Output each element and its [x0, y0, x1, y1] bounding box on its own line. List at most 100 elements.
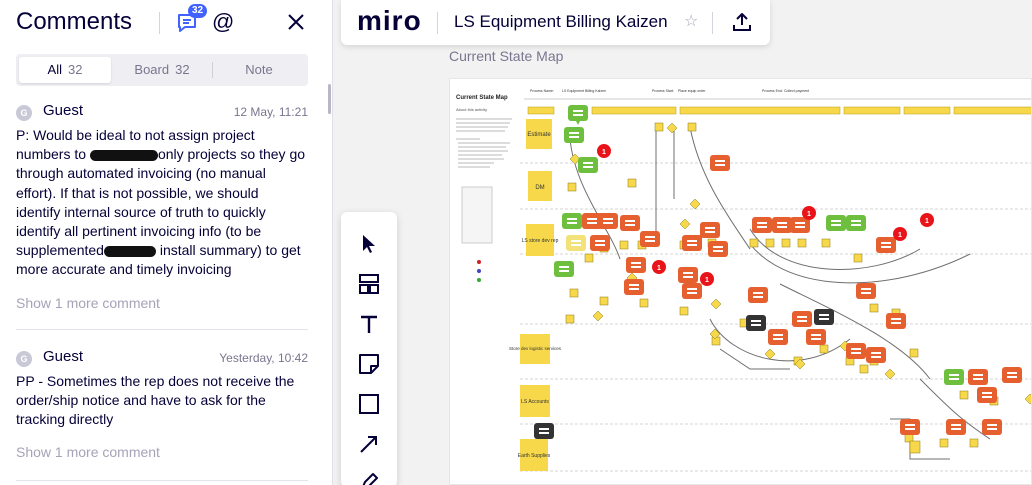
comment-marker-orange[interactable] [598, 213, 618, 229]
lane-labels: Estimate DM LS store dev rep Store dev l… [509, 119, 562, 471]
comment-marker-green[interactable] [564, 127, 584, 143]
comment-marker-orange[interactable] [790, 217, 810, 233]
show-more-comments-link[interactable]: Show 1 more comment [16, 295, 160, 311]
comment-marker-orange[interactable] [682, 283, 702, 299]
comments-panel: Comments 32 @ All 32 Board 32 Note G Guest… [0, 0, 333, 485]
mentions-icon[interactable]: @ [212, 9, 235, 34]
comment-marker-dark[interactable] [534, 423, 554, 439]
comment-marker-green[interactable] [568, 105, 588, 125]
comment-marker-orange[interactable] [708, 241, 728, 257]
badge-circle [700, 272, 714, 286]
comment-marker-yellow[interactable] [566, 235, 586, 251]
sticky-note-icon[interactable] [357, 352, 381, 376]
legend-dot-green [477, 278, 481, 282]
show-more-comments-link[interactable]: Show 1 more comment [16, 444, 160, 460]
comment-marker-green[interactable] [562, 213, 582, 229]
connector-icon[interactable] [357, 432, 381, 456]
comment-marker-orange[interactable] [640, 231, 660, 247]
comment-marker-orange[interactable] [626, 257, 646, 273]
comment-marker-orange[interactable] [620, 215, 640, 231]
map-mini-card [461, 186, 493, 244]
comment-thread[interactable]: G Guest 12 May, 11:21 P: Would be ideal … [16, 102, 308, 320]
comment-count-badges[interactable]: 1 1 1 1 1 1 [597, 144, 934, 286]
comment-marker-orange[interactable] [856, 283, 876, 299]
miro-logo[interactable]: miro [357, 5, 422, 36]
share-upload-icon[interactable] [731, 11, 753, 33]
comment-markers[interactable] [534, 105, 1022, 439]
comment-marker-orange[interactable] [590, 235, 610, 251]
comment-marker-orange[interactable] [748, 287, 768, 303]
tab-all-count: 32 [67, 62, 83, 77]
comment-marker-orange[interactable] [968, 369, 988, 385]
comment-marker-orange[interactable] [886, 313, 906, 329]
comment-marker-orange[interactable] [582, 213, 602, 229]
comment-marker-green[interactable] [826, 215, 846, 231]
frame-label[interactable]: Current State Map [449, 48, 564, 64]
text-icon[interactable] [357, 312, 381, 336]
comment-thread[interactable]: G Guest Yesterday, 10:42 PP - Sometimes … [16, 348, 308, 468]
tab-all[interactable]: All 32 [19, 57, 111, 83]
lane-sticky [520, 385, 550, 417]
comment-marker-orange[interactable] [710, 155, 730, 171]
header-label: Process End: [762, 89, 783, 93]
header-value: LS Equipment Billing Kaizen [562, 89, 606, 93]
board-name[interactable]: LS Equipment Billing Kaizen [454, 12, 668, 31]
comments-header: Comments 32 @ [0, 0, 332, 48]
comment-marker-orange[interactable] [768, 329, 788, 345]
comment-marker-green[interactable] [554, 261, 574, 277]
comment-marker-orange[interactable] [792, 311, 812, 327]
comment-text: P: Would be ideal to not assign project … [16, 126, 306, 280]
badge-circle [597, 144, 611, 158]
comment-marker-orange[interactable] [866, 347, 886, 363]
map-header-row: Process Name: LS Equipment Billing Kaize… [530, 89, 809, 93]
lane-sticky [526, 119, 552, 149]
comment-text-part: PP - Sometimes the rep does not receive … [16, 373, 295, 428]
comment-marker-orange[interactable] [977, 387, 997, 403]
comment-marker-dark[interactable] [814, 309, 834, 325]
comment-marker-orange[interactable] [900, 419, 920, 435]
comments-scrollbar[interactable] [328, 84, 331, 114]
comment-text-part: P: Would be ideal to not assign project … [16, 127, 255, 163]
tab-note[interactable]: Note [214, 57, 304, 83]
tab-divider [212, 62, 213, 78]
comment-count-badge: 1 [705, 277, 709, 284]
comment-marker-orange[interactable] [876, 237, 896, 253]
tab-note-label: Note [245, 62, 273, 77]
comment-count-badge: 1 [925, 218, 929, 225]
comment-marker-orange[interactable] [624, 279, 644, 295]
select-icon[interactable] [357, 232, 381, 256]
tab-board-count: 32 [175, 62, 190, 77]
current-state-map-frame[interactable]: Current State Map About this activity Pr… [449, 78, 1032, 485]
comment-marker-orange[interactable] [700, 222, 720, 238]
comment-marker-orange[interactable] [806, 329, 826, 345]
pen-icon[interactable] [357, 470, 381, 485]
comment-marker-green[interactable] [578, 157, 598, 173]
comment-marker-orange[interactable] [946, 419, 966, 435]
board-topbar: miro LS Equipment Billing Kaizen ☆ [341, 0, 770, 45]
comment-marker-green[interactable] [944, 369, 964, 385]
comment-marker-orange[interactable] [1002, 367, 1022, 383]
close-icon[interactable] [286, 12, 306, 32]
process-map[interactable]: Current State Map About this activity Pr… [450, 79, 1032, 485]
avatar: G [16, 351, 32, 367]
comment-marker-orange[interactable] [982, 419, 1002, 435]
redacted-text [89, 150, 158, 161]
shape-icon[interactable] [357, 392, 381, 416]
star-icon[interactable]: ☆ [684, 13, 699, 30]
comment-marker-dark[interactable] [746, 315, 766, 331]
lane-sticky [528, 171, 552, 201]
comment-count-badge: 1 [602, 149, 606, 156]
comment-marker-orange[interactable] [752, 217, 772, 233]
comment-marker-orange[interactable] [682, 235, 702, 251]
comment-marker-orange[interactable] [772, 217, 792, 233]
badge-circle [920, 213, 934, 227]
comment-marker-orange[interactable] [678, 267, 698, 283]
lane-sticky [520, 439, 548, 471]
tab-board[interactable]: Board 32 [116, 57, 208, 83]
templates-icon[interactable] [357, 272, 381, 296]
comment-count-badge: 1 [898, 232, 902, 239]
comment-marker-green[interactable] [846, 215, 866, 231]
process-connectors [569, 126, 991, 460]
comment-marker-orange[interactable] [846, 343, 866, 359]
lane-label: Earth Supplies [518, 453, 551, 459]
